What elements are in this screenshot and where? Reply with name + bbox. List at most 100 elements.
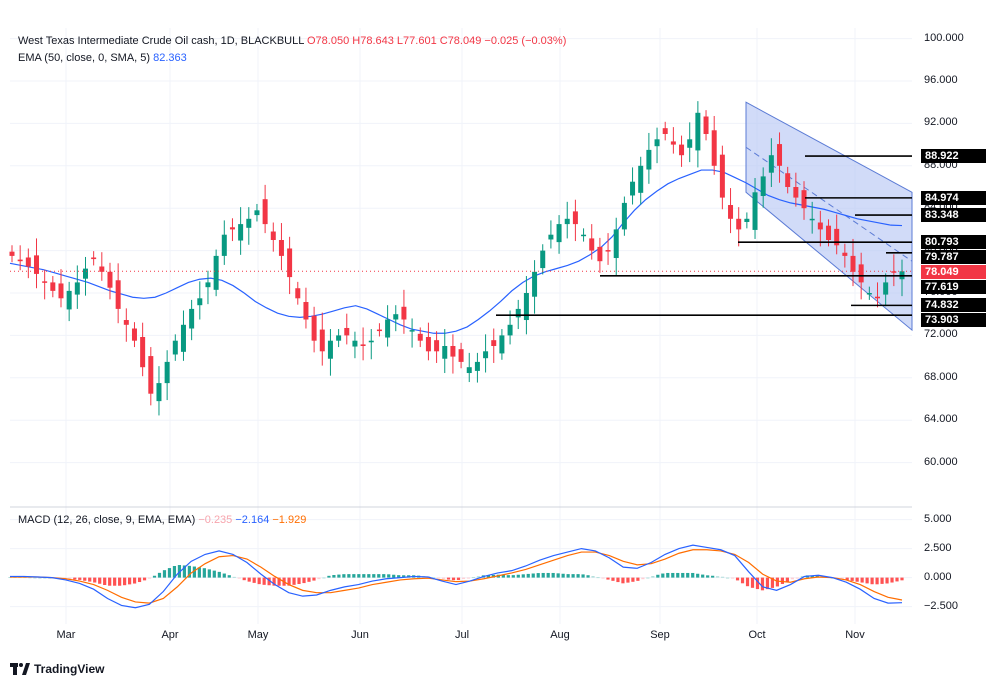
macd-histogram-bar (402, 575, 406, 578)
macd-histogram-bar (192, 566, 196, 578)
candle-body (189, 308, 195, 329)
macd-histogram-bar (152, 575, 157, 578)
macd-histogram-bar (895, 577, 899, 582)
candle-body (123, 320, 129, 325)
macd-histogram-bar (352, 574, 356, 578)
macd-histogram-bar (711, 575, 715, 578)
candle-body (401, 306, 407, 320)
macd-histogram-bar (367, 574, 371, 578)
month-tick-label: Mar (56, 629, 76, 641)
candle-body (817, 222, 823, 230)
level-price-label: 84.974 (921, 190, 986, 205)
month-tick-label: Oct (748, 629, 766, 641)
macd-histogram-bar (885, 577, 889, 584)
macd-histogram-bar (372, 574, 376, 578)
macd-histogram-bar (561, 573, 565, 578)
macd-histogram-bar (362, 574, 366, 578)
grid-lines (10, 28, 912, 624)
channel-band (745, 101, 913, 332)
macd-histogram-bar (157, 572, 162, 578)
candle-body (630, 181, 636, 196)
macd-histogram-bar (162, 570, 167, 578)
candle-body (319, 329, 325, 352)
month-tick-label: Jun (351, 629, 369, 641)
candle-body (295, 288, 301, 299)
price-tick-label: 60.000 (924, 455, 958, 468)
candle-body (883, 282, 889, 295)
macd-histogram-bar (760, 577, 765, 591)
macd-histogram-bar (187, 565, 191, 578)
macd-histogram-bar (98, 577, 102, 584)
ema-line-group (9, 169, 903, 334)
macd-histogram-bar (307, 577, 311, 582)
candle-body (58, 283, 64, 299)
macd-histogram-bar (33, 577, 37, 579)
macd-histogram-bar (571, 574, 575, 578)
candle-body (556, 224, 562, 243)
macd-signal-line (10, 549, 903, 604)
macd-histogram-bar (78, 577, 82, 580)
candlestick-series (9, 101, 905, 416)
macd-histogram-bar (222, 573, 226, 578)
macd-histogram-bar (795, 577, 799, 579)
candle-body (25, 257, 31, 267)
descending-channel (745, 101, 913, 332)
macd-histogram-bar (621, 577, 625, 584)
macd-histogram-bar (671, 572, 675, 578)
level-price-label: 79.787 (921, 250, 986, 265)
macd-histogram-bar (297, 577, 301, 585)
candle-body (719, 154, 725, 198)
macd-histogram-bar (860, 577, 864, 583)
macd-histogram-bar (182, 565, 187, 578)
candle-body (842, 252, 848, 256)
macd-tick-label: 2.500 (924, 541, 952, 554)
macd-histogram-bar (716, 576, 720, 578)
macd-histogram-bar (845, 577, 849, 581)
macd-histogram-bar (337, 574, 341, 578)
macd-histogram-bar (566, 574, 570, 578)
macd-histogram-bar (745, 577, 750, 587)
candle-body (425, 336, 431, 352)
candle-body (809, 218, 815, 221)
level-price-label: 74.832 (921, 298, 986, 313)
level-price-label: 80.793 (921, 235, 986, 250)
macd-histogram-bar (357, 574, 361, 578)
macd-histogram-bar (43, 577, 47, 579)
price-tick-label: 64.000 (924, 413, 958, 426)
macd-histogram-bar (651, 576, 655, 578)
candle-body (891, 271, 897, 273)
macd-histogram-bar (108, 577, 112, 586)
macd-histogram-bar (750, 577, 755, 588)
macd-histogram-bar (676, 572, 680, 578)
macd-histogram-bar (446, 577, 451, 580)
macd-histogram-bar (68, 577, 72, 580)
candle-body (156, 383, 162, 402)
macd-histogram-bar (646, 577, 650, 579)
candle-body (866, 293, 872, 295)
candle-body (474, 361, 480, 371)
macd-tick-label: 0.000 (924, 570, 952, 583)
candle-body (646, 149, 652, 170)
candle-body (662, 128, 668, 134)
candle-body (466, 367, 472, 374)
macd-histogram-bar (556, 573, 560, 578)
candle-body (711, 130, 717, 166)
candle-body (695, 112, 701, 151)
candle-body (229, 227, 235, 230)
macd-histogram-bar (73, 577, 77, 580)
candle-body (131, 328, 137, 341)
macd-histogram-bar (661, 573, 665, 578)
macd-histogram-bar (865, 577, 869, 584)
candle-body (532, 271, 538, 297)
candle-body (434, 340, 440, 352)
macd-histogram-bar (875, 577, 879, 585)
macd-histogram-bar (740, 577, 745, 584)
ohlc-close: C78.049 (439, 35, 482, 47)
candle-body (336, 335, 342, 341)
candle-body (221, 234, 227, 256)
candle-body (417, 333, 423, 341)
candle-body (613, 229, 619, 259)
macd-histogram-bar (28, 577, 32, 579)
tradingview-icon (10, 663, 30, 675)
candle-body (33, 255, 39, 274)
